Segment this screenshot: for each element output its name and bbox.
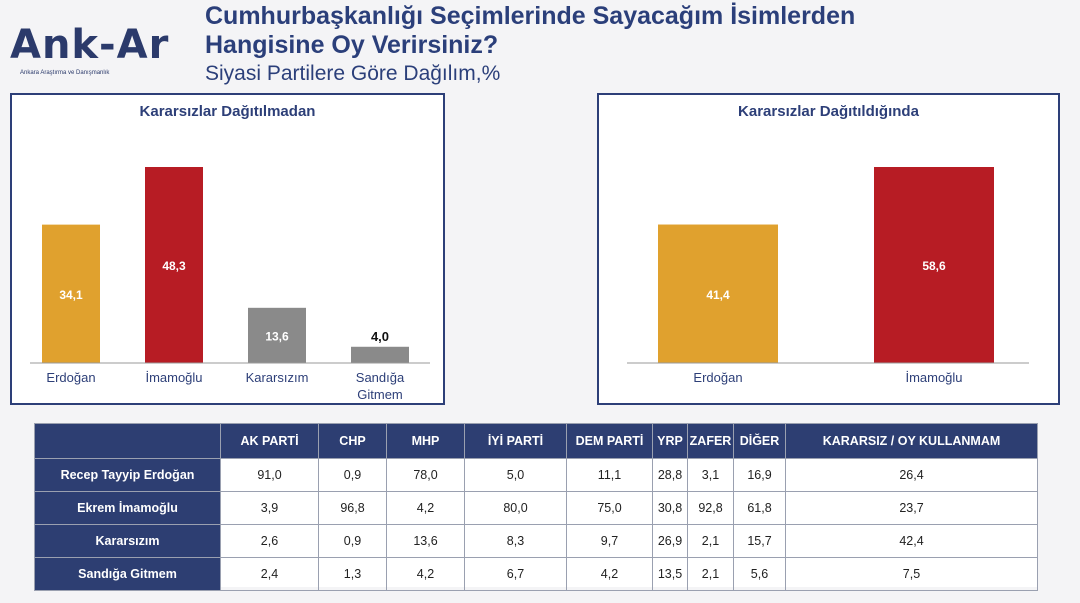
table-row: Recep Tayyip Erdoğan 91,0 0,9 78,0 5,0 1… <box>34 458 1038 492</box>
table-cell: 2,4 <box>220 557 319 591</box>
table-cell: 0,9 <box>318 524 387 558</box>
bar <box>145 167 203 363</box>
table-cell: 96,8 <box>318 491 387 525</box>
table-cell: 3,9 <box>220 491 319 525</box>
column-header: CHP <box>318 423 387 459</box>
table-cell: 9,7 <box>566 524 653 558</box>
column-header: ZAFER <box>687 423 734 459</box>
table-cell: 1,3 <box>318 557 387 591</box>
bar <box>248 307 306 363</box>
logo-subtitle: Ankara Araştırma ve Danışmanlık <box>20 70 110 76</box>
table-cell: 4,2 <box>566 557 653 591</box>
logo-text: Ank-Ar <box>10 22 170 68</box>
table-row: Kararsızım 2,6 0,9 13,6 8,3 9,7 26,9 2,1… <box>34 524 1038 558</box>
category-label: İmamoğlu <box>145 370 202 385</box>
table-cell: 13,5 <box>652 557 688 591</box>
chart-panel-distributed: Kararsızlar Dağıtıldığında 41,4 Erdoğan 58… <box>597 93 1060 405</box>
data-label: 4,0 <box>371 329 389 344</box>
table-cell: 7,5 <box>785 557 1038 591</box>
table-corner <box>34 423 221 459</box>
table-cell: 3,1 <box>687 458 734 492</box>
table-cell: 11,1 <box>566 458 653 492</box>
title-line-2: Hangisine Oy Verirsiniz? <box>205 31 499 59</box>
row-label: Ekrem İmamoğlu <box>34 491 221 525</box>
logo: Ank-Ar Ankara Araştırma ve Danışmanlık <box>10 14 170 84</box>
bar <box>658 224 778 363</box>
category-label: Erdoğan <box>693 370 742 385</box>
table-header-row: AK PARTİ CHP MHP İYİ PARTİ DEM PARTİ YRP… <box>34 423 1038 459</box>
row-label: Sandığa Gitmem <box>34 557 221 591</box>
row-label: Kararsızım <box>34 524 221 558</box>
table-cell: 2,6 <box>220 524 319 558</box>
table-row: Ekrem İmamoğlu 3,9 96,8 4,2 80,0 75,0 30… <box>34 491 1038 525</box>
category-label: Sandığa <box>356 370 405 385</box>
column-header: MHP <box>386 423 465 459</box>
table-cell: 4,2 <box>386 557 465 591</box>
table-cell: 5,0 <box>464 458 567 492</box>
chart-title: Kararsızlar Dağıtıldığında <box>738 103 919 120</box>
table-row: Sandığa Gitmem 2,4 1,3 4,2 6,7 4,2 13,5 … <box>34 557 1038 591</box>
table-cell: 13,6 <box>386 524 465 558</box>
bar-chart-distributed: 41,4 Erdoğan 58,6 İmamoğlu <box>627 167 1029 385</box>
bar-chart-undistributed: 34,1 Erdoğan 48,3 İmamoğlu 13,6 Kararsızım 4,0… <box>30 167 430 402</box>
table-cell: 0,9 <box>318 458 387 492</box>
table-cell: 2,1 <box>687 524 734 558</box>
category-label: Erdoğan <box>46 370 95 385</box>
data-label: 58,6 <box>922 259 946 273</box>
table-cell: 26,9 <box>652 524 688 558</box>
category-label: Gitmem <box>357 387 403 402</box>
table-cell: 4,2 <box>386 491 465 525</box>
table-cell: 30,8 <box>652 491 688 525</box>
table-cell: 28,8 <box>652 458 688 492</box>
title-subtitle: Siyasi Partilere Göre Dağılım,% <box>205 62 501 85</box>
table-cell: 2,1 <box>687 557 734 591</box>
table-cell: 91,0 <box>220 458 319 492</box>
title-line-1: Cumhurbaşkanlığı Seçimlerinde Sayacağım … <box>205 2 856 30</box>
page-title: Cumhurbaşkanlığı Seçimlerinde Sayacağım … <box>205 2 1065 86</box>
bar <box>351 346 409 363</box>
row-label: Recep Tayyip Erdoğan <box>34 458 221 492</box>
data-label: 13,6 <box>265 329 289 343</box>
table-cell: 5,6 <box>733 557 786 591</box>
table-cell: 23,7 <box>785 491 1038 525</box>
column-header: DİĞER <box>733 423 786 459</box>
category-label: Kararsızım <box>246 370 309 385</box>
data-label: 41,4 <box>706 288 730 302</box>
table-cell: 8,3 <box>464 524 567 558</box>
table-cell: 6,7 <box>464 557 567 591</box>
table-cell: 15,7 <box>733 524 786 558</box>
column-header: KARARSIZ / OY KULLANMAM <box>785 423 1038 459</box>
chart-panel-undistributed: Kararsızlar Dağıtılmadan 34,1 Erdoğan 48,3… <box>10 93 445 405</box>
table-cell: 42,4 <box>785 524 1038 558</box>
column-header: AK PARTİ <box>220 423 319 459</box>
data-label: 48,3 <box>162 259 186 273</box>
column-header: İYİ PARTİ <box>464 423 567 459</box>
table-cell: 80,0 <box>464 491 567 525</box>
bar <box>42 224 100 363</box>
table-cell: 75,0 <box>566 491 653 525</box>
table-cell: 78,0 <box>386 458 465 492</box>
column-header: DEM PARTİ <box>566 423 653 459</box>
chart-title: Kararsızlar Dağıtılmadan <box>139 103 316 120</box>
party-breakdown-table: AK PARTİ CHP MHP İYİ PARTİ DEM PARTİ YRP… <box>34 423 1038 591</box>
table-cell: 92,8 <box>687 491 734 525</box>
category-label: İmamoğlu <box>905 370 962 385</box>
data-label: 34,1 <box>59 288 83 302</box>
column-header: YRP <box>652 423 688 459</box>
table-cell: 26,4 <box>785 458 1038 492</box>
table-cell: 61,8 <box>733 491 786 525</box>
table-cell: 16,9 <box>733 458 786 492</box>
bar <box>874 167 994 363</box>
